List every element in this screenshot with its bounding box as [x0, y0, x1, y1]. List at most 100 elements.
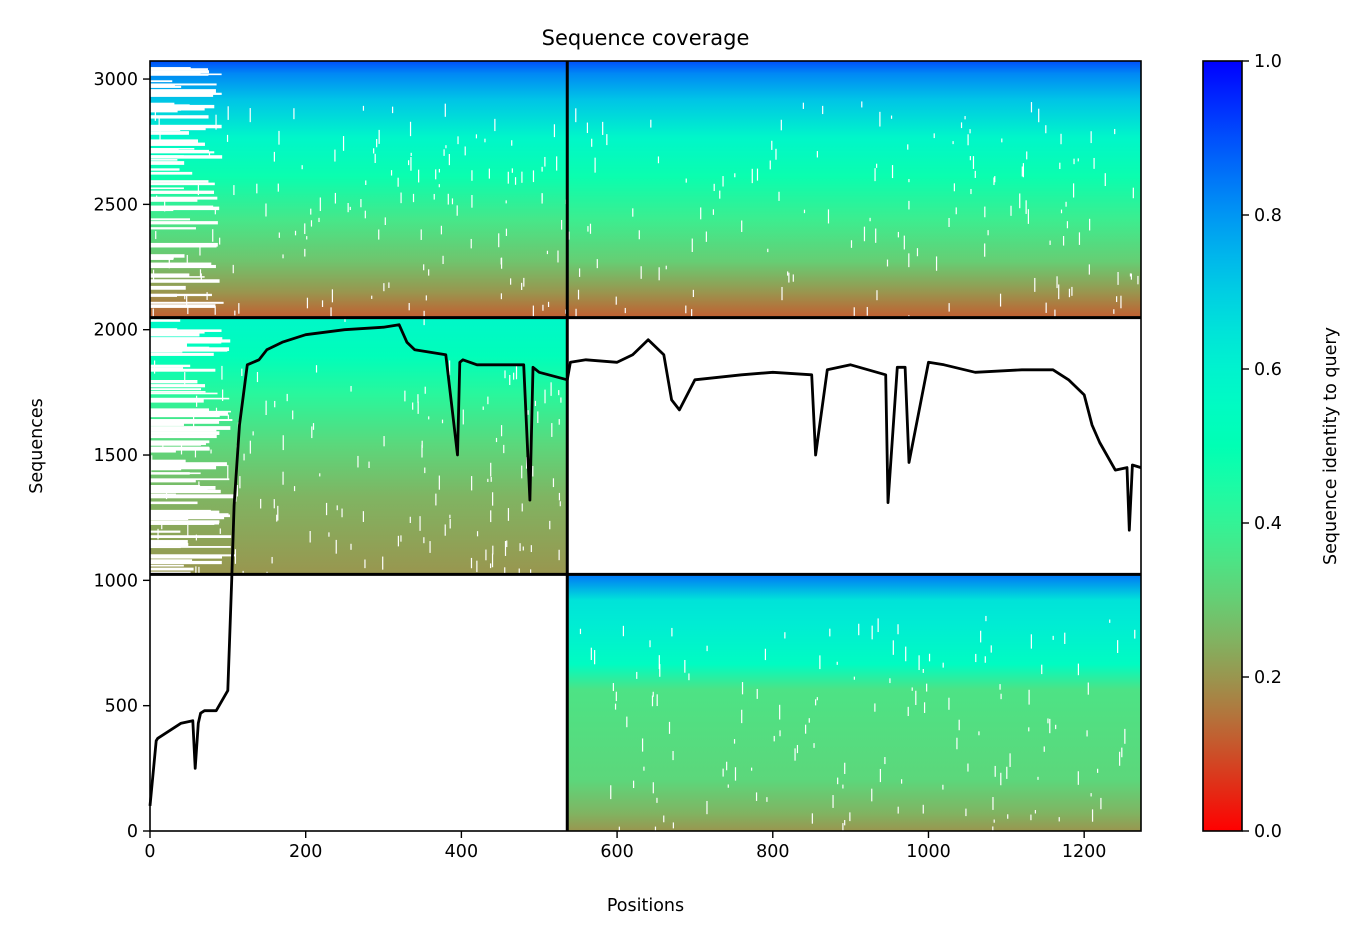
gap-speck [150, 522, 220, 525]
gap-speck [150, 414, 220, 418]
gap-speck [282, 435, 284, 451]
gap-speck [214, 306, 216, 315]
gap-speck [150, 102, 175, 105]
gap-speck [197, 183, 199, 196]
gap-speck [503, 444, 505, 454]
gap-speck [1001, 138, 1003, 143]
gap-speck [150, 540, 188, 544]
gap-speck [1072, 183, 1075, 198]
gap-speck [424, 467, 426, 474]
y-tick-label: 1500 [93, 446, 138, 466]
gap-speck [1034, 809, 1037, 814]
gap-speck [227, 414, 229, 420]
colorbar-tick-label: 0.8 [1254, 206, 1282, 226]
gap-speck [521, 171, 523, 183]
gap-speck [685, 178, 687, 183]
gap-speck [987, 230, 989, 236]
gap-speck [1093, 157, 1095, 169]
gap-speck [643, 766, 645, 771]
gap-speck [915, 690, 917, 705]
gap-speck [152, 308, 154, 320]
gap-speck [923, 702, 926, 713]
gap-speck [368, 461, 370, 469]
gap-speck [632, 780, 635, 789]
gap-speck [271, 556, 273, 564]
gap-speck [150, 388, 202, 391]
gap-speck [373, 148, 375, 154]
gap-speck [1025, 200, 1027, 214]
gap-speck [412, 193, 415, 203]
coverage-blocks [150, 61, 1141, 831]
gap-speck [594, 650, 596, 665]
gap-speck [513, 372, 515, 380]
gap-speck [577, 289, 580, 300]
gap-speck [1049, 718, 1051, 734]
gap-speck [579, 628, 582, 635]
gap-speck [277, 505, 279, 521]
gap-speck [150, 262, 212, 266]
gap-speck [428, 416, 430, 420]
x-tick-label: 0 [144, 842, 155, 862]
gap-speck [273, 151, 275, 162]
gap-speck [171, 255, 174, 259]
gap-speck [150, 478, 230, 481]
gap-speck [457, 136, 459, 145]
gap-speck [908, 200, 910, 210]
x-tick-label: 800 [756, 842, 789, 862]
gap-speck [523, 277, 525, 287]
colorbar-tick-label: 1.0 [1254, 52, 1282, 72]
gap-speck [778, 191, 780, 201]
gap-speck [965, 808, 967, 817]
gap-speck [767, 248, 769, 253]
gap-speck [150, 440, 210, 444]
gap-speck [624, 307, 626, 314]
gap-speck [236, 485, 239, 497]
gap-speck [150, 564, 184, 567]
gap-speck [511, 168, 513, 173]
gap-speck [150, 264, 216, 269]
gap-speck [532, 305, 534, 318]
gap-speck [239, 476, 241, 489]
gap-speck [150, 448, 176, 453]
gap-speck [980, 630, 982, 643]
gap-speck [1088, 264, 1090, 275]
gap-speck [260, 498, 262, 509]
gap-speck [632, 208, 634, 217]
gap-speck [150, 151, 215, 154]
gap-speck [706, 800, 708, 815]
gap-speck [719, 190, 721, 199]
gap-speck [960, 122, 963, 129]
y-tick-label: 3000 [93, 70, 138, 90]
gap-speck [309, 531, 311, 543]
gap-speck [150, 182, 215, 186]
gap-speck [612, 683, 614, 692]
gap-speck [336, 505, 338, 511]
gap-speck [390, 170, 393, 176]
gap-speck [210, 449, 212, 454]
gap-speck [933, 133, 935, 139]
y-axis: 0 500 1000 1500 2000 2500 3000 [93, 70, 150, 842]
gap-speck [837, 777, 839, 785]
gap-speck [150, 71, 201, 75]
gap-speck [905, 646, 907, 662]
gap-speck [557, 250, 559, 263]
gap-speck [150, 242, 218, 247]
gap-speck [1077, 771, 1079, 785]
gap-speck [412, 402, 414, 410]
gap-speck [150, 410, 231, 413]
chart-title: Sequence coverage [542, 26, 750, 50]
gap-speck [150, 472, 201, 475]
gap-speck [471, 170, 473, 181]
gap-speck [150, 426, 231, 430]
gap-speck [879, 111, 881, 127]
gap-speck [435, 493, 437, 506]
gap-speck [311, 426, 313, 439]
colorbar-tick-label: 0.2 [1254, 668, 1282, 688]
gap-speck [1091, 809, 1094, 822]
gap-speck [150, 486, 216, 490]
gap-speck [150, 92, 222, 95]
gap-speck [575, 308, 577, 320]
gap-speck [640, 266, 642, 279]
gap-speck [276, 514, 278, 522]
gap-speck [615, 296, 617, 305]
